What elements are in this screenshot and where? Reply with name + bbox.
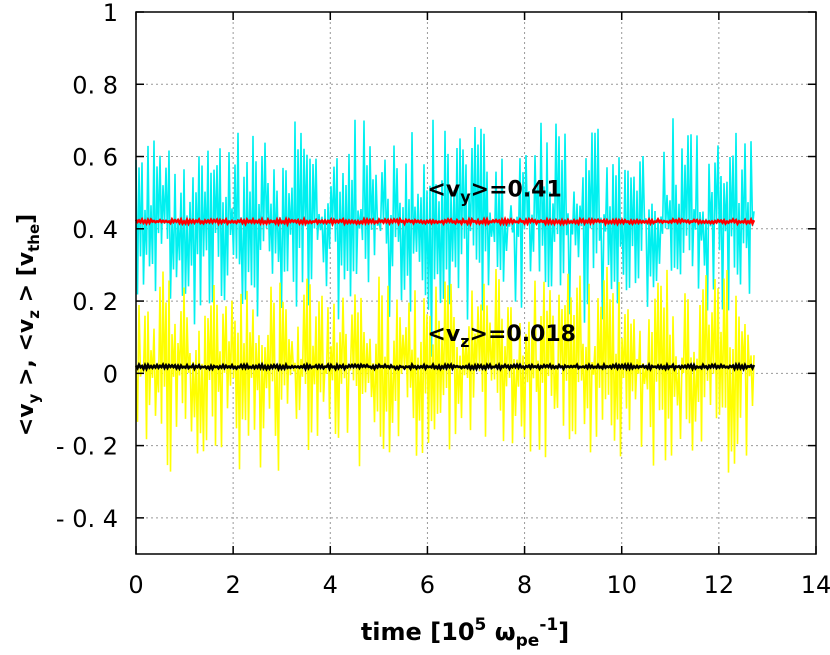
x-tick-label: 12 bbox=[704, 571, 735, 599]
y-tick-label: 0. 8 bbox=[72, 71, 118, 99]
x-tick-label: 10 bbox=[606, 571, 637, 599]
y-tick-label: 0. 4 bbox=[72, 216, 118, 244]
y-tick-label: 0. 6 bbox=[72, 144, 118, 172]
y-tick-label: 0. 2 bbox=[72, 288, 118, 316]
vz-average-annotation: <vz>=0.018 bbox=[427, 322, 576, 351]
x-tick-label: 4 bbox=[323, 571, 338, 599]
axis-ticks: 0 2 4 6 8 10 12 14 1 0. 8 0. 6 0. 4 0. 2 0 - 0. 2 - 0. … bbox=[56, 0, 830, 599]
plot-frame bbox=[135, 11, 817, 555]
plot-area bbox=[134, 118, 756, 473]
x-tick-label: 14 bbox=[801, 571, 830, 599]
y-tick-label: - 0. 4 bbox=[56, 505, 118, 533]
vz-series-line bbox=[135, 266, 755, 473]
y-axis-title: <vy >, <vz > [vthe] bbox=[14, 214, 43, 436]
x-tick-label: 2 bbox=[226, 571, 241, 599]
vy-average-line bbox=[134, 216, 756, 228]
y-tick-label: - 0. 2 bbox=[56, 433, 118, 461]
x-tick-label: 6 bbox=[420, 571, 435, 599]
x-axis-title: time [105 ωpe-1] bbox=[361, 615, 569, 651]
x-tick-label: 0 bbox=[128, 571, 143, 599]
vz-average-line bbox=[134, 361, 756, 373]
vy-average-annotation: <vy>=0.41 bbox=[427, 177, 561, 206]
y-tick-label: 1 bbox=[103, 0, 118, 27]
x-tick-label: 8 bbox=[517, 571, 532, 599]
y-tick-label: 0 bbox=[103, 360, 118, 388]
